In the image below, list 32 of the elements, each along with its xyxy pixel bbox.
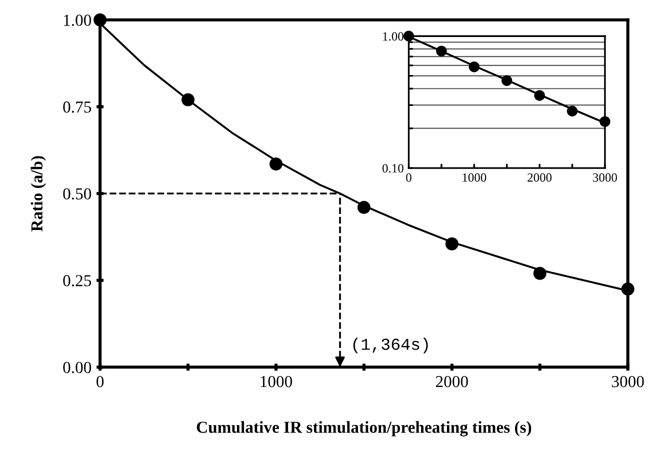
x-tick-label: 0: [96, 376, 104, 388]
point: [94, 13, 107, 26]
x-tick-label: 2000: [528, 173, 552, 182]
point: [534, 90, 545, 101]
ref-line-label: (1,364s): [353, 338, 428, 354]
x-tick-label: 2000: [436, 376, 468, 388]
point: [621, 282, 634, 296]
point: [436, 46, 447, 56]
x-tick-label: 0: [406, 173, 412, 182]
point: [600, 116, 610, 127]
point: [445, 237, 458, 250]
y-tick-label: 0.50: [63, 188, 92, 200]
point: [403, 30, 414, 42]
point: [269, 158, 282, 171]
x-tick-label: 3000: [612, 376, 644, 388]
x-tick-label: 3000: [593, 173, 617, 182]
x-axis-title: Cumulative IR stimulation/preheating times (s): [196, 421, 532, 436]
y-tick-label: 0.10: [382, 164, 404, 173]
point: [566, 106, 578, 116]
y-axis-title: Ratio (a/b): [30, 156, 46, 232]
point: [182, 93, 195, 106]
point: [468, 61, 480, 72]
y-tick-label: 1.00: [64, 14, 92, 26]
y-tick-label: 0.25: [63, 275, 92, 286]
point: [533, 266, 546, 280]
point: [501, 75, 512, 86]
y-tick-label: 1.00: [383, 32, 404, 41]
y-tick-label: 0.75: [63, 101, 92, 113]
point: [357, 200, 370, 214]
x-tick-label: 1000: [462, 173, 486, 182]
y-tick-label: 0.00: [63, 362, 92, 374]
x-tick-label: 1000: [260, 376, 292, 388]
